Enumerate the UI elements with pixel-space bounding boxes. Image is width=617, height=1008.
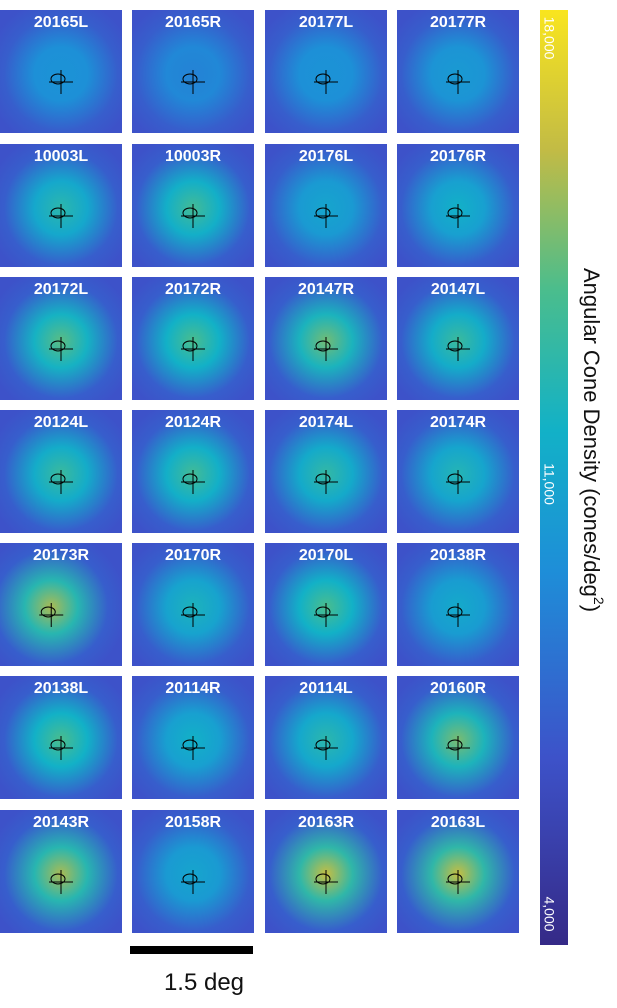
- panel-label: 10003R: [165, 148, 221, 165]
- colorbar-tick: 18,000: [541, 17, 557, 60]
- fovea-ellipse: [447, 473, 463, 485]
- fovea-ellipse: [315, 606, 331, 618]
- panel-label: 20177L: [299, 14, 353, 31]
- fovea-ellipse: [182, 207, 198, 219]
- panel-label: 20172L: [34, 281, 88, 298]
- panel-label: 20172R: [165, 281, 221, 298]
- panel-label: 20176L: [299, 148, 353, 165]
- panel-label: 20143R: [33, 814, 89, 831]
- panel-label: 20138R: [430, 547, 486, 564]
- panel-label: 20163R: [298, 814, 354, 831]
- scale-label: 1.5 deg: [164, 969, 244, 996]
- colorbar: [540, 10, 568, 945]
- panel-label: 20174R: [430, 414, 486, 431]
- fovea-ellipse: [182, 473, 198, 485]
- panel-label: 20170L: [299, 547, 353, 564]
- fovea-ellipse: [447, 739, 463, 751]
- panel-label: 20165L: [34, 14, 88, 31]
- label-text: ): [579, 605, 604, 612]
- label-sup: 2: [591, 597, 607, 605]
- fovea-ellipse: [447, 73, 463, 85]
- colorbar-tick: 4,000: [541, 896, 557, 931]
- fovea-ellipse: [447, 340, 463, 352]
- fovea-ellipse: [182, 873, 198, 885]
- fovea-ellipse: [182, 340, 198, 352]
- fovea-ellipse: [315, 873, 331, 885]
- panel-label: 20163L: [431, 814, 485, 831]
- fovea-ellipse: [50, 739, 66, 751]
- panel-label: 20124L: [34, 414, 88, 431]
- fovea-ellipse: [50, 473, 66, 485]
- fovea-ellipse: [315, 73, 331, 85]
- panel-label: 20114R: [165, 680, 221, 697]
- panel-label: 20124R: [165, 414, 221, 431]
- fovea-ellipse: [182, 739, 198, 751]
- fovea-ellipse: [315, 739, 331, 751]
- label-text: Angular Cone Density (cones/deg: [579, 268, 604, 597]
- panel-label: 20114L: [299, 680, 353, 697]
- fovea-ellipse: [182, 73, 198, 85]
- fovea-ellipse: [50, 207, 66, 219]
- colorbar-tick: 11,000: [541, 463, 557, 505]
- fovea-ellipse: [447, 207, 463, 219]
- fovea-ellipse: [315, 207, 331, 219]
- fovea-ellipse: [315, 340, 331, 352]
- panel-label: 20177R: [430, 14, 486, 31]
- panel-label: 20147L: [431, 281, 485, 298]
- panel-label: 20165R: [165, 14, 221, 31]
- panel-label: 20176R: [430, 148, 486, 165]
- fovea-ellipse: [50, 873, 66, 885]
- colorbar-label: Angular Cone Density (cones/deg2): [579, 268, 607, 612]
- fovea-ellipse: [447, 606, 463, 618]
- scale-bar: [130, 946, 253, 954]
- fovea-ellipse: [447, 873, 463, 885]
- panel-label: 20138L: [34, 680, 88, 697]
- panel-label: 20170R: [165, 547, 221, 564]
- fovea-ellipse: [50, 73, 66, 85]
- panel-label: 20147R: [298, 281, 354, 298]
- panel-label: 20160R: [430, 680, 486, 697]
- panel-label: 20158R: [165, 814, 221, 831]
- panel-image: [0, 543, 122, 666]
- fovea-ellipse: [50, 340, 66, 352]
- panel-label: 20174L: [299, 414, 353, 431]
- panel-label: 10003L: [34, 148, 88, 165]
- fovea-ellipse: [40, 606, 56, 618]
- fovea-ellipse: [182, 606, 198, 618]
- fovea-ellipse: [315, 473, 331, 485]
- panel-label: 20173R: [33, 547, 89, 564]
